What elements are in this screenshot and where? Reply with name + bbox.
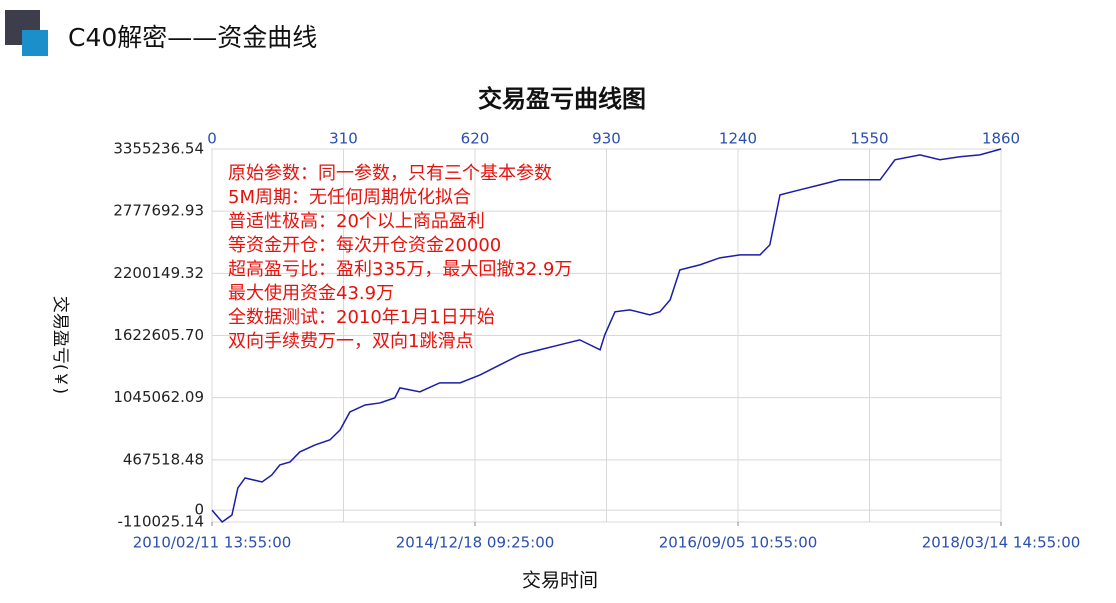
x-axis-label: 交易时间: [522, 570, 598, 592]
y-tick-label: 3355236.54: [113, 140, 204, 158]
x-tick-label: 1240: [719, 130, 757, 148]
annotation: 普适性极高：20个以上商品盈利: [228, 211, 485, 232]
x-tick-label: 930: [592, 130, 621, 148]
header-icon: [22, 30, 48, 56]
y-tick-label: 1045062.09: [113, 388, 204, 406]
x-tick-label: 0: [207, 130, 217, 148]
page-title: C40解密——资金曲线: [68, 23, 317, 52]
x-tick-label: 310: [329, 130, 358, 148]
x-tick-label: 1550: [850, 130, 888, 148]
y-tick-label: 0: [194, 501, 204, 519]
x-tick-label: 2014/12/18 09:25:00: [396, 534, 555, 552]
annotation: 双向手续费万一，双向1跳滑点: [228, 331, 473, 352]
x-tick-label: 620: [461, 130, 490, 148]
y-tick-label: 2777692.93: [113, 202, 204, 220]
y-axis-label: 交易盈亏(￥): [50, 296, 70, 394]
y-tick-label: 467518.48: [123, 450, 204, 468]
annotation: 全数据测试：2010年1月1日开始: [228, 307, 495, 328]
annotation: 超高盈亏比：盈利335万，最大回撤32.9万: [228, 259, 572, 280]
y-tick-label: 1622605.70: [113, 326, 204, 344]
x-tick-label: 2018/03/14 14:55:00: [922, 534, 1081, 552]
x-tick-label: 1860: [982, 130, 1020, 148]
y-tick-label: -110025.14: [117, 513, 204, 531]
data-line: [211, 148, 1002, 524]
y-tick-label: 2200149.32: [113, 264, 204, 282]
annotation: 5M周期：无任何周期优化拟合: [228, 187, 471, 208]
annotation: 等资金开仓：每次开仓资金20000: [228, 235, 501, 256]
x-tick-label: 2016/09/05 10:55:00: [659, 534, 818, 552]
chart-title: 交易盈亏曲线图: [478, 85, 646, 113]
annotation: 最大使用资金43.9万: [228, 283, 394, 304]
x-tick-label: 2010/02/11 13:55:00: [133, 534, 292, 552]
annotation: 原始参数：同一参数，只有三个基本参数: [228, 163, 552, 184]
